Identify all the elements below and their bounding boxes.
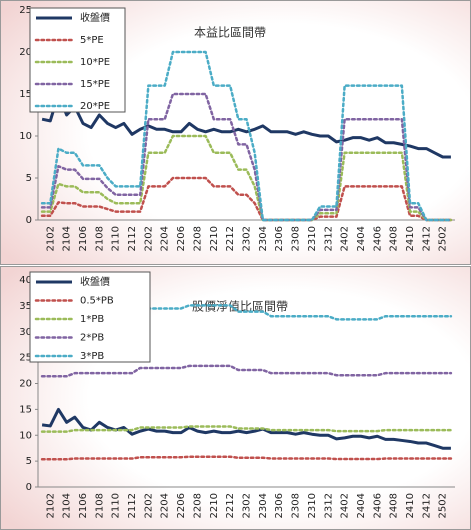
y-tick-label: 5 [26, 456, 32, 467]
y-tick-label: 25 [19, 353, 32, 364]
y-tick-label: 40 [19, 275, 32, 286]
series-line [40, 92, 453, 222]
x-tick-label: 2106 [78, 226, 89, 251]
x-tick-label: 2404 [356, 493, 367, 518]
x-tick-label: 2310 [307, 493, 318, 518]
x-tick-label: 2310 [307, 226, 318, 251]
legend-label: 15*PE [80, 79, 110, 90]
x-tick-label: 2112 [127, 493, 138, 518]
series-line [41, 407, 451, 450]
x-tick-label: 2110 [111, 493, 122, 518]
legend-label: 1*PB [80, 314, 104, 325]
series-line [41, 92, 451, 159]
series-line [40, 50, 453, 222]
x-tick-label: 2404 [356, 226, 367, 251]
x-tick-label: 2406 [372, 226, 383, 251]
legend-label: 20*PE [80, 101, 110, 112]
x-tick-label: 2312 [323, 493, 334, 518]
x-tick-label: 2212 [225, 493, 236, 518]
x-tick-label: 2408 [389, 493, 400, 518]
x-tick-label: 2110 [111, 226, 122, 251]
x-tick-label: 2106 [78, 493, 89, 518]
x-tick-label: 2306 [274, 226, 285, 251]
legend-label: 收盤價 [80, 275, 110, 288]
x-tick-label: 2312 [323, 226, 334, 251]
x-tick-label: 2108 [94, 493, 105, 518]
x-tick-label: 2502 [438, 226, 449, 251]
y-tick-label: 5 [26, 173, 32, 184]
y-tick-label: 35 [19, 301, 32, 312]
series-line [40, 176, 453, 222]
x-tick-label: 2502 [438, 493, 449, 518]
x-tick-label: 2212 [225, 226, 236, 251]
series-line [40, 134, 453, 222]
legend-label: 3*PB [80, 351, 104, 362]
x-tick-label: 2410 [405, 493, 416, 518]
x-tick-label: 2308 [291, 226, 302, 251]
x-tick-label: 2308 [291, 493, 302, 518]
x-tick-label: 2210 [209, 493, 220, 518]
x-tick-label: 2302 [242, 493, 253, 518]
y-tick-label: 20 [19, 379, 32, 390]
legend-box [29, 271, 151, 363]
y-tick-label: 20 [19, 47, 32, 58]
x-tick-label: 2304 [258, 226, 269, 251]
x-tick-label: 2208 [192, 226, 203, 251]
x-tick-label: 2208 [192, 493, 203, 518]
y-tick-label: 10 [19, 430, 32, 441]
series-line [40, 455, 453, 461]
x-tick-label: 2206 [176, 493, 187, 518]
x-tick-label: 2304 [258, 493, 269, 518]
legend-label: 2*PB [80, 333, 104, 344]
x-tick-label: 2402 [340, 226, 351, 251]
chart-title: 本益比區間帶 [194, 26, 266, 40]
x-tick-label: 2202 [143, 493, 154, 518]
series-line [40, 425, 453, 433]
x-tick-label: 2412 [421, 226, 432, 251]
x-tick-label: 2102 [45, 226, 56, 251]
y-tick-label: 0 [26, 482, 32, 493]
x-tick-label: 2104 [62, 493, 73, 518]
x-tick-label: 2302 [242, 226, 253, 251]
x-tick-label: 2408 [389, 226, 400, 251]
legend-label: 0.5*PB [80, 296, 114, 307]
x-tick-label: 2412 [421, 493, 432, 518]
y-tick-label: 15 [19, 89, 32, 100]
x-tick-label: 2410 [405, 226, 416, 251]
legend-label: 5*PE [80, 35, 104, 46]
series-line [40, 364, 453, 378]
y-tick-label: 25 [19, 5, 32, 16]
x-tick-label: 2202 [143, 226, 154, 251]
x-tick-label: 2112 [127, 226, 138, 251]
x-tick-label: 2204 [160, 493, 171, 518]
x-tick-label: 2102 [45, 493, 56, 518]
y-tick-label: 0 [26, 215, 32, 226]
x-tick-label: 2204 [160, 226, 171, 251]
x-tick-label: 2406 [372, 493, 383, 518]
legend-label: 收盤價 [80, 11, 110, 24]
y-tick-label: 10 [19, 131, 32, 142]
legend-label: 10*PE [80, 57, 110, 68]
x-tick-label: 2206 [176, 226, 187, 251]
legend-box [29, 7, 126, 113]
x-tick-label: 2108 [94, 226, 105, 251]
x-tick-label: 2306 [274, 493, 285, 518]
chart-title: 股價淨值比區間帶 [192, 299, 288, 314]
x-tick-label: 2210 [209, 226, 220, 251]
y-tick-label: 15 [19, 404, 32, 415]
x-tick-label: 2104 [62, 226, 73, 251]
y-tick-label: 30 [19, 327, 32, 338]
x-tick-label: 2402 [340, 493, 351, 518]
